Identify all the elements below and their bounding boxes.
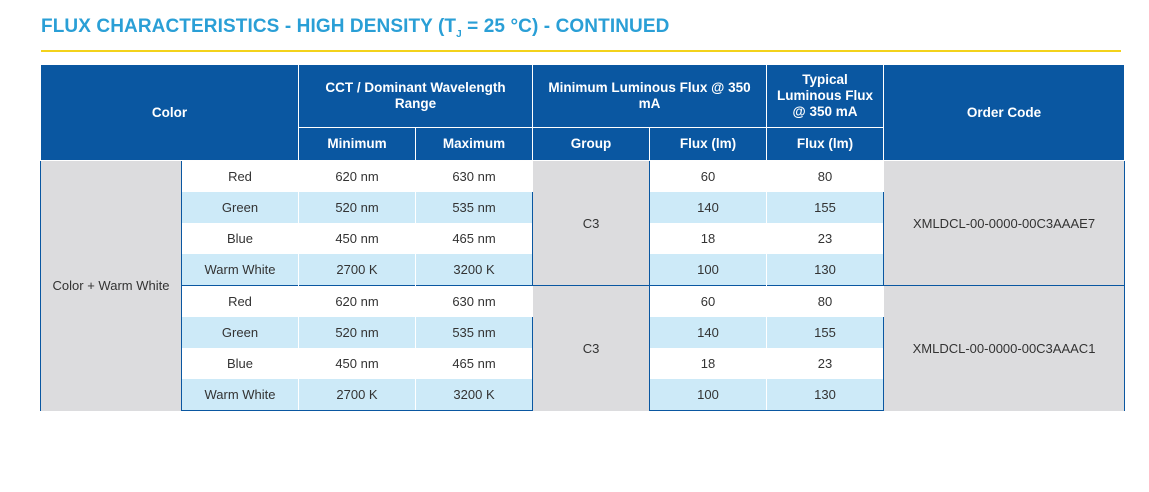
group-cell: C3: [532, 285, 651, 411]
max-cell: 3200 K: [414, 379, 534, 411]
color-cell: Warm White: [181, 379, 299, 411]
header-minimum: Minimum: [298, 127, 416, 161]
header-cct-range: CCT / Dominant Wavelength Range: [297, 64, 534, 128]
flux-cell: 18: [649, 348, 768, 379]
header-flux-lm: Flux (lm): [649, 127, 768, 161]
typical-flux-cell: 80: [766, 285, 885, 317]
header-typical-luminous-flux: Typical Luminous Flux @ 350 mA: [766, 64, 885, 128]
table-row: Green 520 nm 535 nm 140 155: [41, 317, 1125, 348]
order-code-cell: XMLDCL-00-0000-00C3AAAE7: [883, 160, 1126, 286]
typical-flux-cell: 130: [766, 254, 885, 286]
min-cell: 450 nm: [298, 348, 416, 379]
min-cell: 620 nm: [298, 160, 416, 192]
color-cell: Red: [181, 285, 299, 317]
color-group-cell: Color + Warm White: [40, 160, 182, 411]
group-cell: C3: [532, 160, 651, 286]
max-cell: 535 nm: [414, 317, 534, 348]
max-cell: 630 nm: [414, 160, 534, 192]
min-cell: 620 nm: [298, 285, 416, 317]
max-cell: 465 nm: [414, 348, 534, 379]
page-title: FLUX CHARACTERISTICS - HIGH DENSITY (TJ …: [41, 16, 669, 40]
min-cell: 2700 K: [298, 254, 416, 286]
header-group: Group: [532, 127, 651, 161]
flux-characteristics-table: Color CCT / Dominant Wavelength Range Mi…: [40, 64, 1126, 411]
typical-flux-cell: 23: [766, 348, 885, 379]
header-order-code: Order Code: [883, 64, 1126, 161]
typical-flux-cell: 130: [766, 379, 885, 411]
flux-cell: 140: [649, 317, 768, 348]
color-cell: Green: [181, 317, 299, 348]
color-cell: Blue: [181, 348, 299, 379]
typical-flux-cell: 155: [766, 192, 885, 223]
flux-cell: 140: [649, 192, 768, 223]
flux-cell: 18: [649, 223, 768, 254]
header-min-luminous-flux: Minimum Luminous Flux @ 350 mA: [532, 64, 768, 128]
table-row: Warm White 2700 K 3200 K 100 130: [41, 379, 1125, 411]
max-cell: 535 nm: [414, 192, 534, 223]
typical-flux-cell: 155: [766, 317, 885, 348]
table-row: Green 520 nm 535 nm 140 155: [41, 192, 1125, 223]
flux-cell: 60: [649, 160, 768, 192]
max-cell: 3200 K: [414, 254, 534, 286]
title-suffix: = 25 °C) - CONTINUED: [461, 16, 670, 37]
title-subscript: J: [456, 29, 462, 40]
typical-flux-cell: 23: [766, 223, 885, 254]
table-row: Blue 450 nm 465 nm 18 23: [41, 223, 1125, 254]
flux-cell: 100: [649, 254, 768, 286]
title-underline: [41, 50, 1121, 52]
flux-cell: 100: [649, 379, 768, 411]
table-row: Blue 450 nm 465 nm 18 23: [41, 348, 1125, 379]
min-cell: 450 nm: [298, 223, 416, 254]
min-cell: 520 nm: [298, 192, 416, 223]
color-cell: Green: [181, 192, 299, 223]
color-cell: Red: [181, 160, 299, 192]
flux-cell: 60: [649, 285, 768, 317]
max-cell: 465 nm: [414, 223, 534, 254]
color-cell: Blue: [181, 223, 299, 254]
typical-flux-cell: 80: [766, 160, 885, 192]
order-code-cell: XMLDCL-00-0000-00C3AAAC1: [883, 285, 1126, 411]
header-typical-flux-lm: Flux (lm): [766, 127, 885, 161]
min-cell: 2700 K: [298, 379, 416, 411]
color-cell: Warm White: [181, 254, 299, 286]
header-color: Color: [40, 64, 299, 161]
min-cell: 520 nm: [298, 317, 416, 348]
table-row: Color + Warm White Red 620 nm 630 nm C3 …: [40, 160, 1126, 411]
table-row: Red 620 nm 630 nm C3 60 80 XMLDCL-00-000…: [41, 285, 1126, 411]
table-row: Warm White 2700 K 3200 K 100 130: [41, 254, 1125, 286]
max-cell: 630 nm: [414, 285, 534, 317]
header-maximum: Maximum: [414, 127, 534, 161]
title-prefix: FLUX CHARACTERISTICS - HIGH DENSITY (T: [41, 16, 457, 37]
